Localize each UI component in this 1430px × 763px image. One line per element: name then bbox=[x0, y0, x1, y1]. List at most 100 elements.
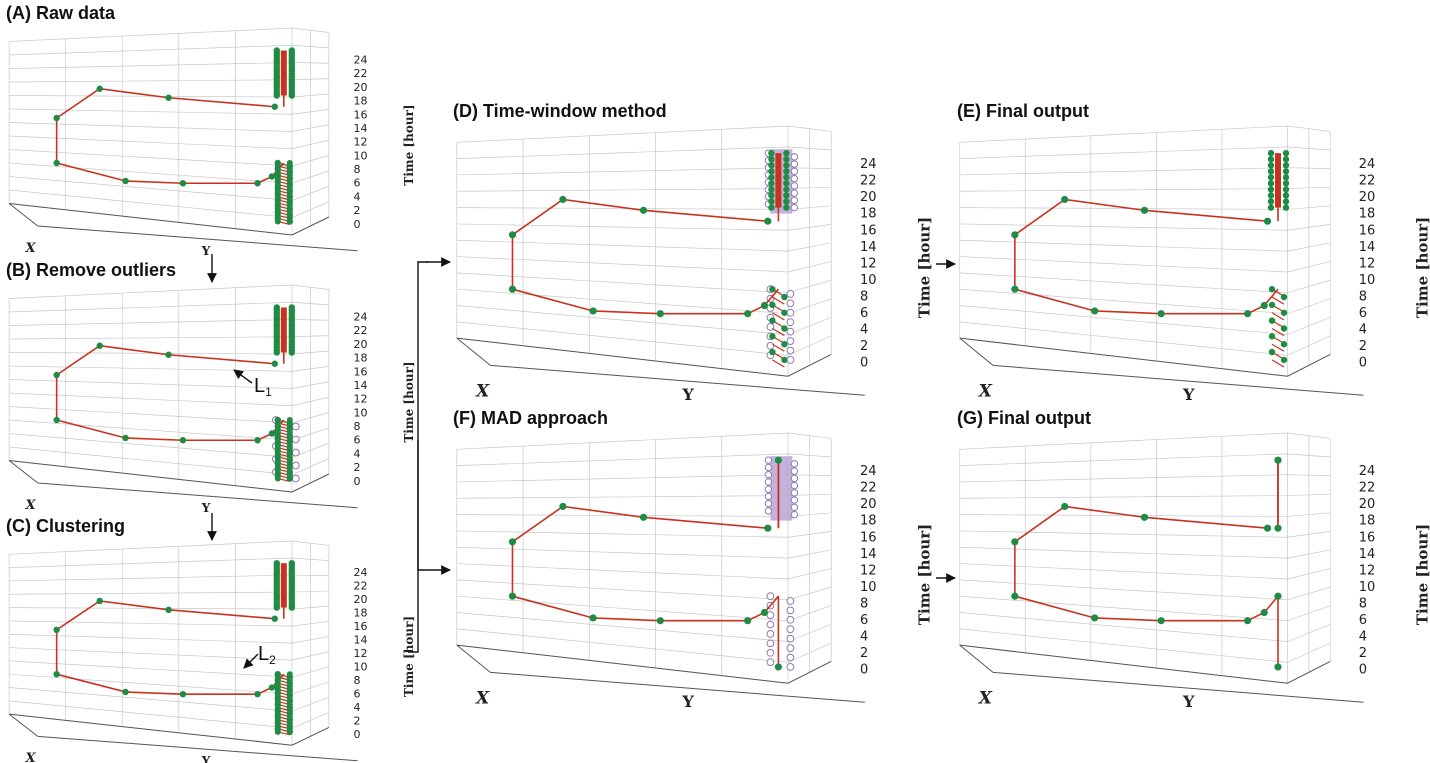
z-tick-label: 20 bbox=[860, 497, 877, 512]
z-tick-label: 0 bbox=[1359, 356, 1367, 371]
floor-axis-line bbox=[9, 713, 330, 746]
z-tick-label: 24 bbox=[860, 157, 877, 172]
trajectory-point bbox=[589, 614, 597, 622]
cluster-point bbox=[768, 180, 775, 187]
trajectory-point bbox=[744, 617, 752, 625]
cluster-point bbox=[1282, 186, 1290, 193]
cluster-point bbox=[1268, 348, 1276, 356]
cluster-point bbox=[783, 150, 790, 157]
cluster-point bbox=[783, 168, 790, 175]
cluster-point bbox=[768, 174, 775, 181]
trajectory-point bbox=[559, 502, 567, 511]
floor-axis-line bbox=[959, 337, 1331, 377]
z-tick-label: 8 bbox=[1359, 289, 1367, 304]
cluster-zigzag bbox=[772, 312, 785, 321]
trajectory-point bbox=[639, 513, 648, 521]
z-tick-label: 16 bbox=[354, 108, 368, 121]
trajectory-point bbox=[1011, 231, 1019, 239]
z-tick-label: 0 bbox=[354, 218, 361, 231]
cluster-point bbox=[1267, 204, 1275, 211]
trajectory-point bbox=[268, 684, 276, 691]
cluster-points bbox=[768, 150, 790, 368]
cluster-points bbox=[273, 47, 295, 226]
cluster-point bbox=[783, 162, 790, 169]
x-axis-label: X bbox=[25, 751, 37, 763]
cluster-point bbox=[1280, 309, 1288, 316]
cluster-point bbox=[1282, 156, 1290, 163]
cluster-point bbox=[1282, 180, 1290, 187]
z-tick-label: 22 bbox=[860, 481, 877, 496]
cluster-bar-top bbox=[1275, 153, 1281, 208]
z-tick-label: 12 bbox=[354, 647, 368, 660]
z-tick-label: 22 bbox=[354, 580, 368, 593]
z-tick-label: 24 bbox=[1359, 157, 1376, 172]
removed-point bbox=[790, 496, 799, 504]
z-tick-label: 20 bbox=[354, 593, 368, 606]
z-axis-label: Time [hour] bbox=[402, 104, 416, 185]
z-tick-label: 2 bbox=[354, 461, 361, 474]
cluster-point bbox=[1280, 293, 1288, 301]
z-tick-label: 22 bbox=[860, 174, 877, 189]
z-tick-label: 16 bbox=[354, 365, 368, 378]
removed-point bbox=[786, 337, 795, 345]
z-tick-label: 0 bbox=[1359, 663, 1367, 678]
y-axis-label: Y bbox=[201, 501, 211, 515]
cluster-point bbox=[768, 192, 775, 199]
removed-point bbox=[766, 620, 775, 629]
z-tick-label: 14 bbox=[354, 634, 368, 647]
removed-point bbox=[766, 630, 775, 638]
z-tick-label: 2 bbox=[354, 204, 361, 217]
cluster-point bbox=[274, 475, 281, 482]
x-axis-line bbox=[8, 460, 39, 484]
cluster-point bbox=[1267, 150, 1275, 157]
trajectory-point bbox=[96, 597, 103, 605]
z-tick-label: 18 bbox=[1359, 514, 1376, 529]
z-tick-label: 10 bbox=[354, 149, 368, 162]
cluster-point bbox=[769, 301, 776, 309]
cluster-point bbox=[783, 186, 790, 193]
trajectory-point bbox=[179, 690, 187, 698]
trajectory-point bbox=[53, 626, 60, 633]
removed-point bbox=[790, 174, 799, 183]
cluster-points bbox=[1267, 150, 1290, 368]
trajectory-point bbox=[508, 592, 517, 600]
removed-point bbox=[764, 507, 773, 515]
panel-title-c: (C) Clustering bbox=[6, 516, 125, 536]
trajectory-point bbox=[1091, 307, 1099, 315]
z-tick-label: 4 bbox=[354, 190, 361, 203]
trajectory-point bbox=[1244, 310, 1252, 318]
trajectory-point bbox=[53, 671, 60, 678]
cluster-zigzag bbox=[772, 359, 785, 368]
removed-point bbox=[790, 196, 799, 205]
cluster-point bbox=[768, 150, 775, 157]
cluster-point bbox=[783, 198, 790, 205]
trajectory-point bbox=[96, 342, 103, 349]
trajectory-point bbox=[179, 437, 187, 444]
z-tick-label: 22 bbox=[1359, 481, 1376, 496]
removed-point bbox=[786, 346, 795, 355]
floor-axis-line bbox=[9, 203, 330, 236]
removed-point bbox=[764, 485, 773, 493]
z-tick-label: 8 bbox=[1359, 596, 1367, 611]
removed-point bbox=[786, 606, 795, 615]
trajectory-point bbox=[53, 159, 60, 167]
cluster-point bbox=[768, 168, 775, 175]
z-tick-label: 6 bbox=[1359, 306, 1367, 321]
y-axis-line bbox=[37, 225, 358, 252]
cluster-zigzag bbox=[772, 296, 785, 305]
z-tick-label: 16 bbox=[860, 530, 877, 545]
removed-point bbox=[766, 658, 775, 667]
trajectory-point bbox=[559, 195, 567, 204]
cluster-point bbox=[1268, 333, 1276, 340]
trajectory-point bbox=[165, 351, 172, 358]
z-tick-label: 14 bbox=[860, 547, 877, 562]
removed-point bbox=[790, 167, 799, 176]
z-tick-label: 2 bbox=[860, 646, 868, 661]
trajectory-point bbox=[271, 360, 278, 367]
x-axis-label: X bbox=[25, 241, 37, 256]
y-axis-label: Y bbox=[1182, 385, 1195, 404]
